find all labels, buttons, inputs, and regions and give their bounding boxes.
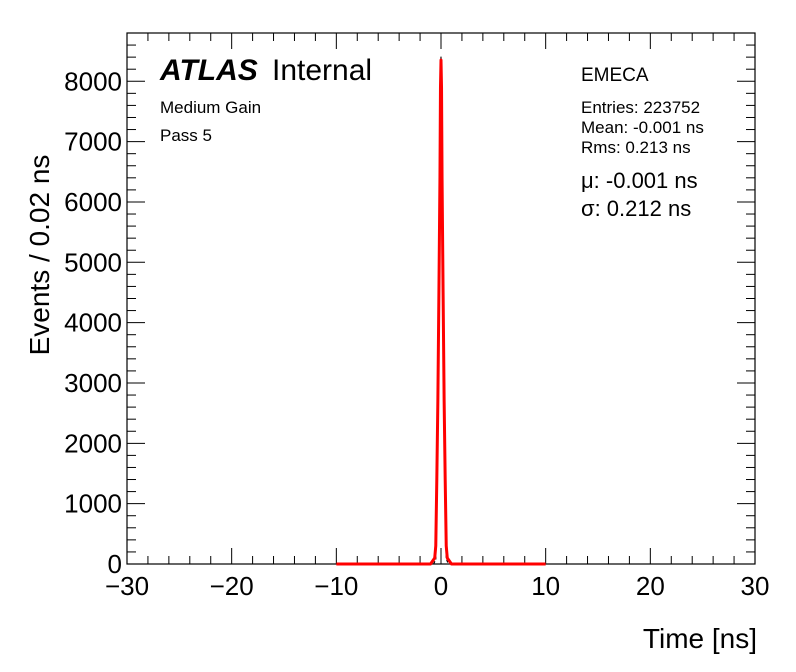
y-tick-label: 2000	[64, 428, 122, 458]
y-tick-label: 1000	[64, 489, 122, 519]
pass-label: Pass 5	[160, 126, 212, 145]
gain-label: Medium Gain	[160, 98, 261, 117]
fit-mu: μ: -0.001 ns	[581, 168, 698, 193]
y-tick-label: 6000	[64, 187, 122, 217]
x-tick-label: 30	[741, 571, 770, 601]
y-tick-label: 4000	[64, 308, 122, 338]
axis-ticks	[126, 32, 756, 565]
mean-stat: Mean: -0.001 ns	[581, 118, 704, 137]
y-tick-labels: 0 1000 2000 3000 4000 5000 6000 7000 8000	[64, 66, 122, 579]
x-axis-title: Time [ns]	[643, 623, 757, 654]
fit-sigma: σ: 0.212 ns	[581, 196, 691, 221]
x-tick-label: −30	[105, 571, 149, 601]
entries-stat: Entries: 223752	[581, 98, 700, 117]
region-label: EMECA	[581, 65, 649, 86]
y-tick-label: 0	[108, 549, 122, 579]
atlas-label: ATLAS	[159, 54, 258, 87]
x-tick-label: 0	[434, 571, 448, 601]
x-tick-label: 10	[531, 571, 560, 601]
y-tick-label: 3000	[64, 368, 122, 398]
y-tick-label: 5000	[64, 247, 122, 277]
fit-curve-line	[336, 58, 546, 566]
data-histogram-line	[433, 56, 449, 565]
x-tick-label: −10	[314, 571, 358, 601]
data-series	[336, 56, 546, 566]
x-tick-label: −20	[210, 571, 254, 601]
x-tick-labels: −30 −20 −10 0 10 20 30	[105, 571, 770, 601]
y-axis-title: Events / 0.02 ns	[24, 155, 55, 356]
x-tick-label: 20	[636, 571, 665, 601]
y-tick-label: 8000	[64, 66, 122, 96]
rms-stat: Rms: 0.213 ns	[581, 138, 691, 157]
y-tick-label: 7000	[64, 127, 122, 157]
internal-label: Internal	[272, 54, 372, 87]
